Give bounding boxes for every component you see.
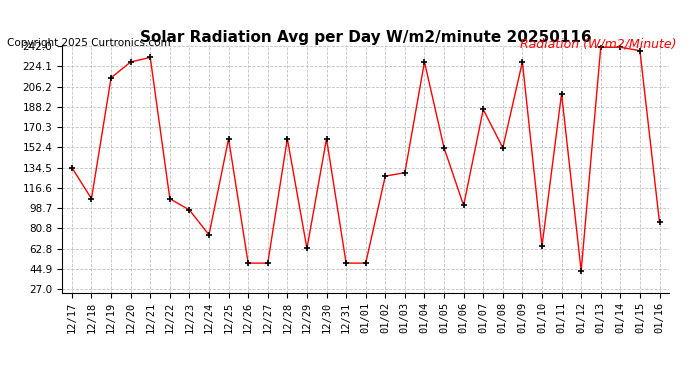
Text: Radiation (W/m2/Minute): Radiation (W/m2/Minute) <box>520 38 676 51</box>
Text: Copyright 2025 Curtronics.com: Copyright 2025 Curtronics.com <box>7 38 170 48</box>
Title: Solar Radiation Avg per Day W/m2/minute 20250116: Solar Radiation Avg per Day W/m2/minute … <box>140 30 591 45</box>
